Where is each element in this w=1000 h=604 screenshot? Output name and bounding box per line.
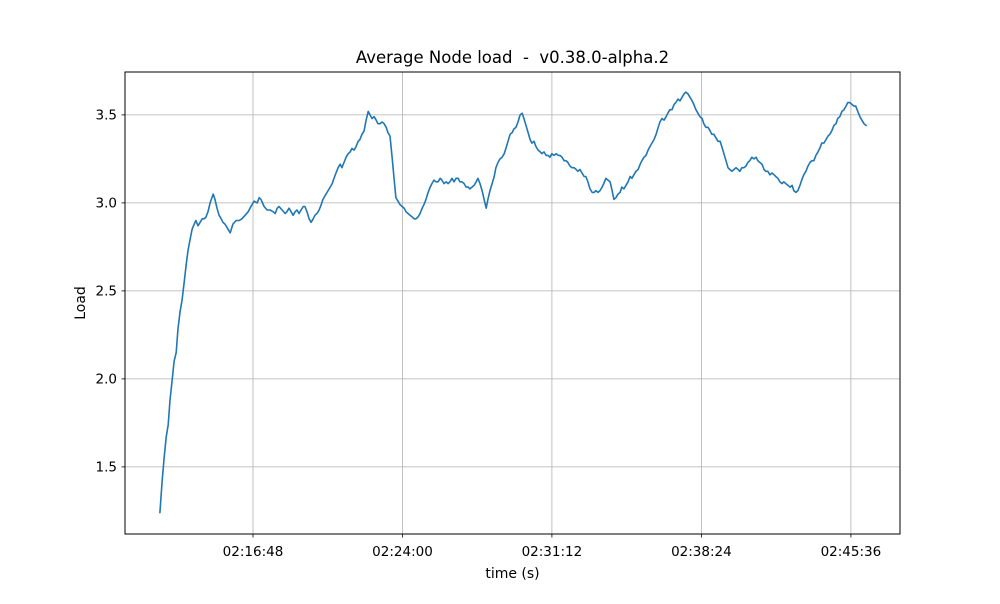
x-tick-label: 02:24:00 [372,544,433,560]
plot-area [125,72,900,534]
y-tick-label: 2.5 [96,284,117,300]
y-axis-label: Load [73,286,89,320]
load-series-line [159,91,867,514]
x-tick-label: 02:31:12 [522,544,583,560]
y-tick-label: 2.0 [96,372,117,388]
x-tick-label: 02:16:48 [223,544,284,560]
y-tick-label: 3.0 [96,196,117,212]
y-tick-label: 3.5 [96,108,117,124]
x-tick-label: 02:45:36 [821,544,882,560]
x-tick-label: 02:38:24 [671,544,732,560]
plot-spines [124,71,901,535]
y-tick-label: 1.5 [96,460,117,476]
axis-tick-marks [121,114,852,538]
x-axis-label: time (s) [485,566,539,582]
gridlines [125,72,900,534]
chart-title: Average Node load - v0.38.0-alpha.2 [356,48,669,67]
axis-tick-labels: 02:16:48 02:24:00 02:31:12 02:38:24 02:45:36… [96,108,882,560]
